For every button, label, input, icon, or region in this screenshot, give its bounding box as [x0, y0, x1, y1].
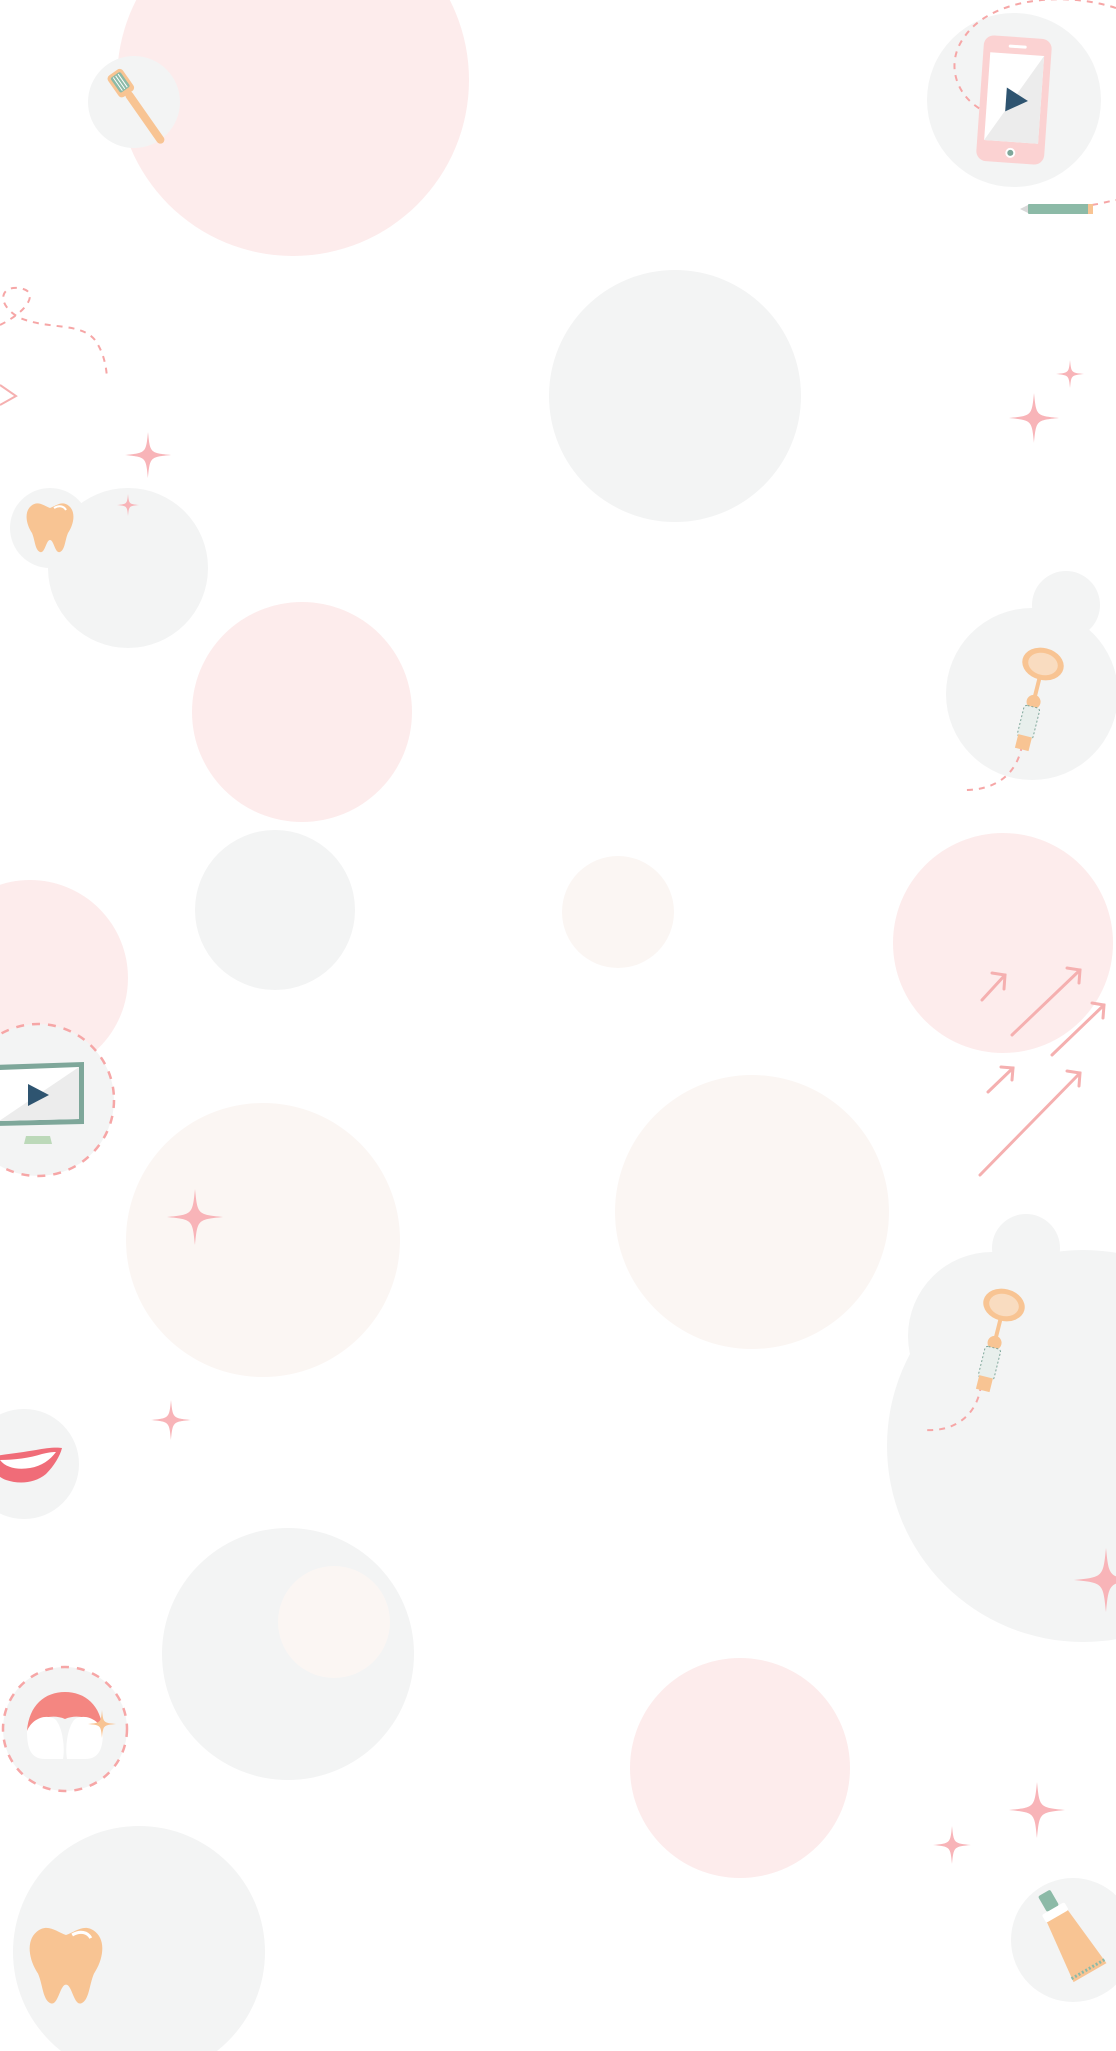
smartphone-play-icon [976, 35, 1052, 165]
bubble [893, 833, 1113, 1053]
monitor-play-icon [0, 1022, 116, 1178]
teeth-gum-icon [1, 1665, 129, 1793]
pencil-icon [1020, 204, 1093, 214]
bubble [192, 602, 412, 822]
dental-mirror-icon [1014, 647, 1064, 752]
bubble [3, 1667, 127, 1791]
tooth-icon [29, 1927, 103, 2004]
growth-arrows-icon [978, 966, 1106, 1177]
dashed-trail [1091, 199, 1116, 206]
bubble [278, 1566, 390, 1678]
bubble [630, 1658, 850, 1878]
bubble [992, 1214, 1060, 1282]
toothpaste-tube-icon [1038, 1890, 1107, 1983]
bubble [549, 270, 801, 522]
bubble [195, 830, 355, 990]
bubble [126, 1103, 400, 1377]
dental-mirror-icon [975, 1288, 1025, 1393]
dashed-trail [0, 286, 108, 379]
bubble [562, 856, 674, 968]
tooth-icon [26, 503, 74, 553]
bubble [117, 0, 469, 256]
bubble [615, 1075, 889, 1349]
bubble [946, 608, 1116, 780]
dashed-trail [953, 0, 1116, 111]
smile-lips-icon [0, 1447, 62, 1483]
dashed-trail [924, 1384, 982, 1432]
bubble [908, 1252, 1076, 1420]
toothbrush-icon [107, 68, 165, 144]
bubble [1032, 571, 1100, 639]
arrow-outline [0, 384, 18, 406]
dashed-trail [964, 744, 1023, 791]
